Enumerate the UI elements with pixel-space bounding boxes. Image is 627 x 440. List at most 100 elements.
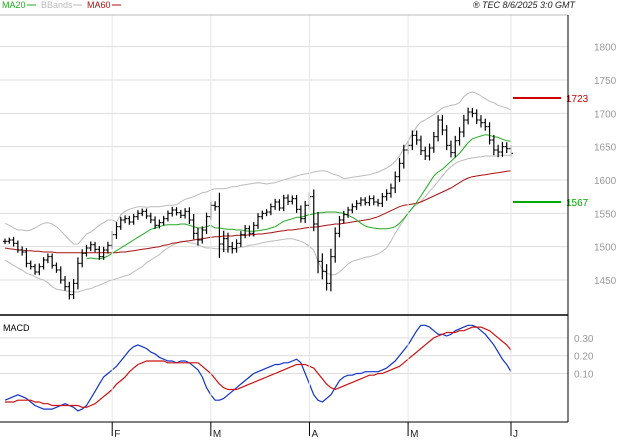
ohlc-bar bbox=[303, 200, 308, 224]
ohlc-bar bbox=[251, 222, 256, 237]
ma20-line bbox=[86, 134, 512, 260]
price-y-tick-label: 1800 bbox=[594, 43, 617, 54]
macd-line bbox=[4, 324, 512, 412]
legend: MA20 BBands MA60 bbox=[2, 0, 121, 10]
ohlc-bar bbox=[148, 212, 153, 224]
ohlc-bar bbox=[423, 146, 428, 160]
ohlc-bar bbox=[15, 240, 20, 253]
ohlc-bar bbox=[97, 246, 102, 260]
ohlc-bar bbox=[286, 194, 291, 205]
month-tick-label: M bbox=[410, 429, 418, 440]
ohlc-bar bbox=[277, 199, 282, 211]
ohlc-bar bbox=[397, 158, 402, 182]
level-marker-label: 1567 bbox=[566, 198, 589, 209]
ohlc-bar bbox=[358, 197, 363, 207]
ohlc-bar bbox=[328, 248, 333, 292]
bollinger-upper-line bbox=[4, 91, 512, 245]
ohlc-bar bbox=[298, 205, 303, 223]
ohlc-bar bbox=[414, 130, 419, 145]
ohlc-bar bbox=[504, 142, 509, 154]
ohlc-bar bbox=[135, 210, 140, 220]
ohlc-bar bbox=[260, 210, 265, 220]
macd-y-tick-label: 0.10 bbox=[574, 369, 594, 380]
ohlc-bar bbox=[20, 246, 25, 256]
ohlc-bar bbox=[28, 260, 33, 270]
price-y-tick-label: 1500 bbox=[594, 243, 617, 254]
ohlc-bar bbox=[131, 213, 136, 225]
ohlc-bar bbox=[127, 215, 132, 225]
ohlc-bar bbox=[324, 264, 329, 291]
ohlc-bar bbox=[191, 214, 196, 240]
ohlc-bar bbox=[187, 207, 192, 224]
ohlc-bar bbox=[448, 140, 453, 158]
ohlc-bar bbox=[101, 246, 106, 260]
price-y-tick-label: 1550 bbox=[594, 209, 617, 220]
moving-averages bbox=[4, 134, 512, 260]
ohlc-bar bbox=[268, 203, 273, 216]
ohlc-bar bbox=[234, 239, 239, 253]
ohlc-bar bbox=[388, 183, 393, 198]
ohlc-bar bbox=[84, 244, 89, 257]
ohlc-bar bbox=[54, 262, 59, 273]
month-tick-label: F bbox=[114, 429, 120, 440]
price-y-tick-label: 1600 bbox=[594, 176, 617, 187]
ohlc-bar bbox=[273, 198, 278, 210]
ohlc-bar bbox=[457, 127, 462, 146]
ohlc-bar bbox=[45, 253, 50, 264]
ohlc-bar bbox=[217, 192, 222, 258]
ohlc-bar bbox=[384, 189, 389, 201]
ohlc-bar bbox=[311, 189, 316, 232]
ohlc-bar bbox=[118, 216, 123, 230]
ohlc-bar bbox=[281, 194, 286, 212]
ohlc-bar bbox=[33, 263, 38, 275]
ohlc-bar bbox=[264, 209, 269, 217]
ohlc-bar bbox=[410, 130, 415, 151]
ohlc-bar bbox=[75, 257, 80, 290]
ohlc-bars bbox=[3, 107, 513, 300]
ohlc-bar bbox=[371, 195, 376, 206]
ohlc-bar bbox=[393, 171, 398, 194]
macd-lines bbox=[4, 324, 512, 412]
ohlc-bar bbox=[496, 144, 501, 158]
ohlc-bar bbox=[3, 238, 7, 245]
chart-timestamp: ® TEC 8/6/2025 3:0 GMT bbox=[473, 0, 577, 10]
ohlc-bar bbox=[230, 241, 235, 254]
ohlc-bar bbox=[466, 107, 471, 125]
ohlc-bar bbox=[80, 249, 85, 268]
ohlc-bar bbox=[341, 211, 346, 224]
ohlc-bar bbox=[487, 122, 492, 145]
ohlc-bar bbox=[213, 201, 218, 211]
ohlc-bar bbox=[367, 195, 372, 206]
ohlc-bar bbox=[183, 208, 188, 219]
ohlc-bar bbox=[170, 206, 175, 217]
bollinger-bands bbox=[4, 91, 512, 293]
ohlc-bar bbox=[376, 198, 381, 207]
ohlc-bar bbox=[195, 227, 200, 246]
ohlc-bar bbox=[88, 241, 93, 252]
ohlc-bar bbox=[483, 118, 488, 131]
ohlc-bar bbox=[243, 225, 248, 239]
macd-y-tick-label: 0.30 bbox=[574, 334, 594, 345]
ohlc-bar bbox=[144, 208, 149, 219]
ohlc-bar bbox=[461, 114, 466, 138]
ohlc-bar bbox=[157, 219, 162, 229]
ohlc-bar bbox=[350, 203, 355, 214]
ohlc-bar bbox=[7, 237, 12, 244]
level-marker-label: 1723 bbox=[566, 94, 589, 105]
ohlc-bar bbox=[380, 193, 385, 207]
bollinger-lower-line bbox=[4, 154, 511, 293]
ohlc-bar bbox=[431, 131, 436, 153]
ohlc-bar bbox=[204, 212, 209, 234]
price-y-axis: 1450 1500 1550 1600 1650 1700 1750 1800 bbox=[594, 43, 617, 287]
legend-ma60-label: MA60 bbox=[87, 0, 111, 10]
ohlc-bar bbox=[105, 241, 110, 254]
ohlc-bar bbox=[444, 125, 449, 151]
ohlc-bar bbox=[418, 135, 423, 156]
ohlc-bar bbox=[333, 227, 338, 263]
ohlc-bar bbox=[178, 209, 183, 219]
ohlc-bar bbox=[41, 257, 46, 270]
ohlc-bar bbox=[256, 213, 260, 229]
ohlc-bar bbox=[221, 230, 226, 252]
